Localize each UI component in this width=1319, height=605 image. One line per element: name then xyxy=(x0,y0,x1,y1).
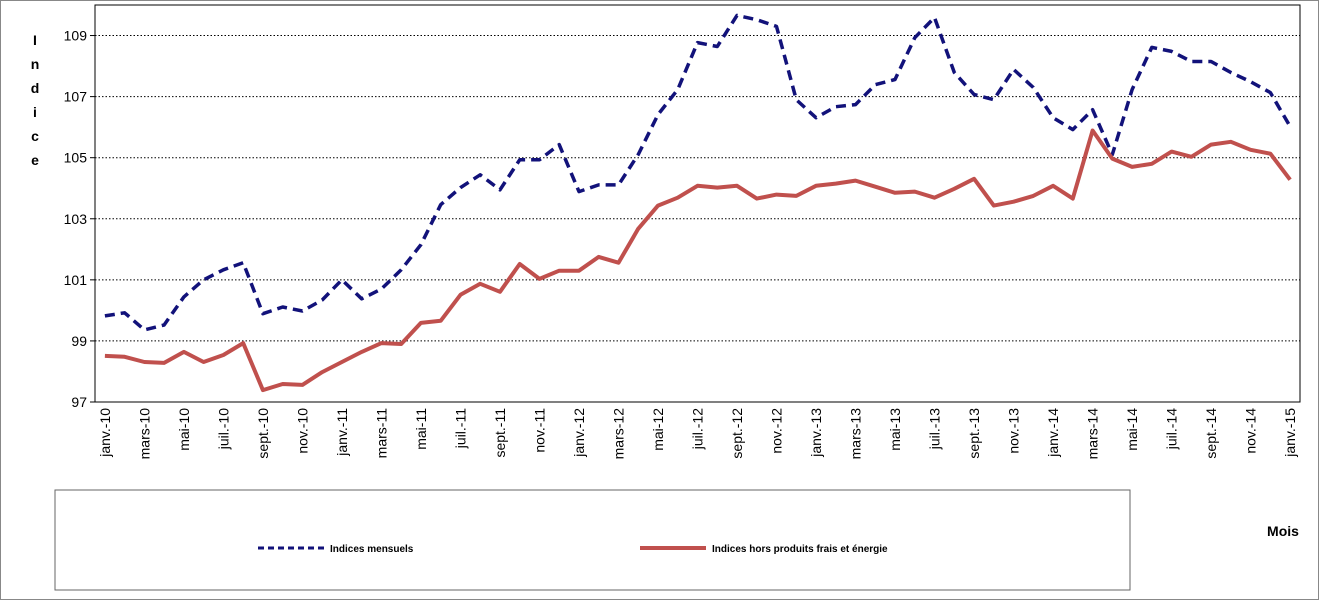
x-tick-label: janv.-13 xyxy=(808,408,824,458)
y-tick-label: 107 xyxy=(64,89,88,105)
x-tick-label: juil.-13 xyxy=(927,408,943,450)
x-tick-label: juil.-12 xyxy=(690,408,706,450)
x-tick-label: sept.-12 xyxy=(729,408,745,459)
x-tick-label: nov.-11 xyxy=(531,408,547,453)
x-tick-label: mai-11 xyxy=(413,408,429,450)
y-axis-label: Indice xyxy=(27,32,43,176)
x-tick-label: mars-14 xyxy=(1085,408,1101,460)
x-tick-label: nov.-14 xyxy=(1243,408,1259,454)
legend-box xyxy=(54,489,1131,591)
x-tick-label: janv.-14 xyxy=(1045,408,1061,458)
x-tick-label: janv.-10 xyxy=(97,408,113,458)
y-tick-label: 97 xyxy=(71,394,87,410)
x-tick-label: nov.-13 xyxy=(1006,408,1022,454)
series-line xyxy=(104,128,1292,393)
x-tick-label: sept.-13 xyxy=(966,408,982,459)
x-tick-label: janv.-12 xyxy=(571,408,587,458)
y-tick-label: 109 xyxy=(64,28,88,44)
x-tick-label: sept.-11 xyxy=(492,408,508,458)
x-tick-label: mai-10 xyxy=(176,408,192,451)
x-tick-label: nov.-10 xyxy=(294,408,310,454)
x-tick-label: mai-13 xyxy=(887,408,903,451)
x-tick-label: mars-10 xyxy=(136,408,152,460)
x-tick-label: juil.-11 xyxy=(452,408,468,449)
y-tick-label: 103 xyxy=(64,211,88,227)
x-tick-label: mai-14 xyxy=(1124,408,1140,451)
x-tick-label: mai-12 xyxy=(650,408,666,451)
y-tick-label: 99 xyxy=(71,333,87,349)
x-tick-label: nov.-12 xyxy=(769,408,785,454)
x-tick-label: janv.-11 xyxy=(334,408,350,457)
legend-label: Indices hors produits frais et énergie xyxy=(712,544,888,555)
x-tick-label: juil.-14 xyxy=(1164,408,1180,450)
series-line xyxy=(104,13,1292,332)
y-tick-label: 101 xyxy=(64,272,88,288)
x-tick-label: mars-13 xyxy=(848,408,864,460)
x-tick-label: sept.-10 xyxy=(255,408,271,459)
x-tick-label: sept.-14 xyxy=(1203,408,1219,459)
plot-area xyxy=(94,4,1301,403)
y-tick-label: 105 xyxy=(64,150,88,166)
x-tick-label: mars-12 xyxy=(610,408,626,460)
x-tick-label: mars-11 xyxy=(373,408,389,459)
x-tick-label: juil.-10 xyxy=(215,408,231,450)
x-axis-label: Mois xyxy=(1267,523,1299,539)
legend-label: Indices mensuels xyxy=(330,544,414,555)
x-tick-label: janv.-15 xyxy=(1282,408,1298,458)
